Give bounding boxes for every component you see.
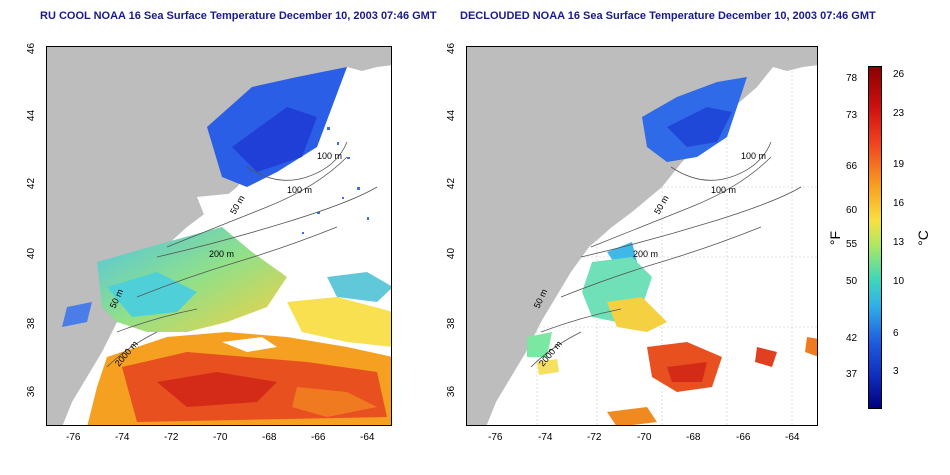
y-tick-label: 44 [26, 109, 38, 122]
x-tick-label: -76 [66, 432, 81, 443]
colorbar-c-tick: 23 [893, 108, 905, 119]
colorbar-unit-celsius: °C [914, 230, 931, 246]
y-tick-label: 40 [446, 247, 458, 260]
colorbar-f-tick: 42 [846, 333, 858, 344]
colorbar-c-tick: 16 [893, 198, 905, 209]
temperature-colorbar [868, 66, 882, 409]
colorbar-c-tick: 10 [893, 276, 905, 287]
nova-scotia [773, 47, 817, 71]
colorbar-c-tick: 19 [893, 159, 905, 170]
contour-label-100m-2: 100 m [711, 185, 736, 195]
x-tick-label: -74 [538, 432, 553, 443]
y-tick-label: 42 [26, 177, 38, 190]
y-tick-label: 40 [26, 247, 38, 260]
colorbar-f-tick: 78 [846, 73, 858, 84]
y-tick-label: 46 [446, 42, 458, 55]
y-tick-label: 42 [446, 177, 458, 190]
y-tick-label: 38 [26, 317, 38, 330]
colorbar-f-tick: 60 [846, 205, 858, 216]
x-tick-label: -76 [488, 432, 503, 443]
y-tick-label: 46 [26, 42, 38, 55]
colorbar-f-tick: 50 [846, 276, 858, 287]
colorbar-f-tick: 37 [846, 369, 858, 380]
y-tick-label: 36 [26, 385, 38, 398]
y-tick-label: 38 [446, 317, 458, 330]
contour-label-200m: 200 m [209, 249, 234, 259]
left-map-panel: 100 m 100 m 50 m 200 m 50 m 2000 m [46, 46, 392, 426]
x-tick-label: -68 [686, 432, 701, 443]
y-tick-label: 36 [446, 385, 458, 398]
left-map-svg: 100 m 100 m 50 m 200 m 50 m 2000 m [47, 47, 391, 425]
right-map-frame: 100 m 100 m 50 m 200 m 50 m 2000 m [466, 46, 818, 426]
left-map-frame: 100 m 100 m 50 m 200 m 50 m 2000 m [46, 46, 392, 426]
colorbar-c-tick: 3 [893, 366, 899, 377]
y-tick-label: 44 [446, 109, 458, 122]
left-map-title: RU COOL NOAA 16 Sea Surface Temperature … [40, 10, 437, 22]
contour-label-100m-2: 100 m [287, 185, 312, 195]
x-tick-label: -64 [360, 432, 375, 443]
colorbar-c-tick: 26 [893, 69, 905, 80]
colorbar-f-tick: 73 [846, 110, 858, 121]
x-tick-label: -72 [164, 432, 179, 443]
colorbar-f-tick: 55 [846, 239, 858, 250]
colorbar-unit-fahrenheit: °F [827, 230, 844, 246]
colorbar-c-tick: 13 [893, 237, 905, 248]
right-map-panel: 100 m 100 m 50 m 200 m 50 m 2000 m [466, 46, 818, 426]
contour-label-200m: 200 m [633, 249, 658, 259]
x-tick-label: -70 [213, 432, 228, 443]
x-tick-label: -72 [587, 432, 602, 443]
x-tick-label: -68 [262, 432, 277, 443]
contour-label-100m: 100 m [741, 151, 766, 161]
x-tick-label: -66 [311, 432, 326, 443]
contour-label-100m: 100 m [317, 151, 342, 161]
right-map-title: DECLOUDED NOAA 16 Sea Surface Temperatur… [460, 10, 876, 22]
x-tick-label: -74 [115, 432, 130, 443]
x-tick-label: -70 [637, 432, 652, 443]
x-tick-label: -64 [785, 432, 800, 443]
right-map-svg: 100 m 100 m 50 m 200 m 50 m 2000 m [467, 47, 817, 425]
x-tick-label: -66 [736, 432, 751, 443]
colorbar-f-tick: 66 [846, 161, 858, 172]
colorbar-c-tick: 6 [893, 328, 899, 339]
contour-label-50m: 50 m [652, 194, 671, 216]
nova-scotia [347, 47, 391, 71]
